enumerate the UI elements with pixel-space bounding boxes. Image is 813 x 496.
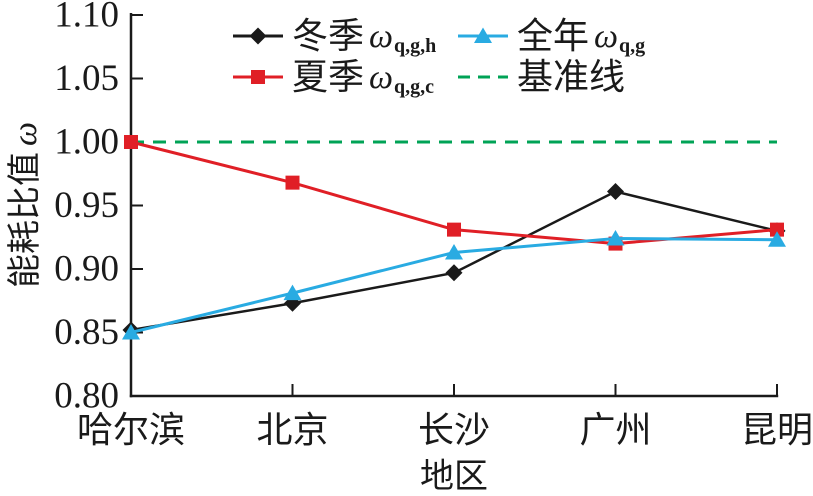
legend-entry: 夏季 ωq,g,c — [233, 57, 434, 98]
legend-label: 冬季 ωq,g,h — [292, 16, 436, 57]
y-tick-label: 0.80 — [54, 376, 119, 417]
data-point-marker — [447, 222, 461, 237]
y-tick-label: 1.05 — [54, 58, 119, 99]
legend-entry: 全年 ωq,g — [458, 16, 645, 57]
legend-entry: 基准线 — [458, 57, 625, 97]
data-point-marker — [607, 183, 624, 201]
x-tick-label: 昆明 — [741, 410, 813, 450]
legend-label: 全年 ωq,g — [517, 16, 645, 57]
data-point-marker — [285, 175, 300, 190]
legend-marker — [251, 70, 265, 84]
legend-marker — [249, 27, 267, 45]
legend-marker — [474, 27, 492, 43]
x-tick-label: 北京 — [256, 410, 328, 450]
legend-label: 夏季 ωq,g,c — [292, 57, 434, 98]
data-point-marker — [283, 284, 302, 301]
legend-label: 基准线 — [517, 57, 625, 97]
data-point-marker — [122, 324, 140, 340]
data-point-marker — [445, 243, 463, 260]
y-tick-label: 1.10 — [54, 0, 119, 36]
x-tick-label: 长沙 — [418, 410, 490, 450]
y-tick-label: 0.95 — [54, 185, 119, 226]
x-tick-label: 哈尔滨 — [77, 410, 185, 450]
x-tick-label: 广州 — [579, 410, 651, 450]
y-tick-label: 0.90 — [54, 249, 119, 290]
series-triangle — [122, 230, 786, 340]
data-point-marker — [606, 230, 625, 246]
series-square — [124, 135, 784, 251]
data-point-marker — [768, 231, 786, 247]
data-point-marker — [124, 135, 138, 149]
data-point-marker — [770, 222, 784, 237]
y-axis-title: 能耗比值ω — [6, 122, 44, 288]
y-tick-label: 1.00 — [54, 122, 119, 163]
data-point-marker — [445, 264, 463, 282]
x-axis-title: 地区 — [420, 458, 488, 496]
y-tick-label: 0.85 — [54, 312, 119, 353]
series-diamond — [122, 183, 786, 339]
legend-entry: 冬季 ωq,g,h — [233, 16, 436, 57]
